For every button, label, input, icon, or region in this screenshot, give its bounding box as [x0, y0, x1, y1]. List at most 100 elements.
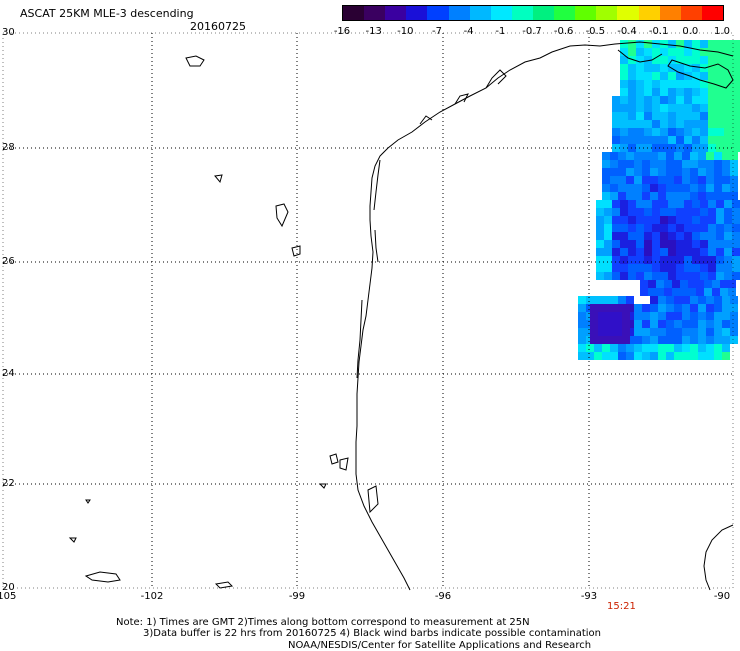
swath-cell [636, 56, 644, 64]
swath-cell [714, 304, 722, 312]
swath-cell [644, 56, 652, 64]
swath-cell [666, 184, 674, 192]
swath-cell [634, 192, 642, 200]
swath-cell [626, 344, 634, 352]
swath-cell [634, 152, 642, 160]
swath-cell [732, 232, 740, 240]
swath-cell [732, 112, 740, 120]
swath-cell [708, 216, 716, 224]
swath-cell [708, 72, 716, 80]
swath-cell [708, 240, 716, 248]
swath-cell [668, 104, 676, 112]
swath-cell [666, 312, 674, 320]
swath-cell [708, 64, 716, 72]
swath-cell [698, 304, 706, 312]
colorbar-tick-label: -10 [397, 26, 414, 37]
swath-cell [610, 152, 618, 160]
swath-cell [628, 208, 636, 216]
swath-cell [644, 128, 652, 136]
swath-cell [730, 160, 738, 168]
colorbar-segment [680, 6, 702, 20]
swath-cell [644, 240, 652, 248]
swath-cell [706, 304, 714, 312]
swath-cell [708, 272, 716, 280]
swath-cell [634, 328, 642, 336]
swath-cell [612, 128, 620, 136]
swath-cell [650, 328, 658, 336]
swath-cell [604, 208, 612, 216]
swath-cell [634, 184, 642, 192]
swath-cell [636, 216, 644, 224]
colorbar-tick-label: -0.4 [617, 26, 637, 37]
swath-cell [730, 192, 738, 200]
swath-cell [668, 136, 676, 144]
swath-cell [628, 248, 636, 256]
swath-cell [628, 200, 636, 208]
swath-cell [698, 160, 706, 168]
note-line-3: NOAA/NESDIS/Center for Satellite Applica… [288, 640, 592, 651]
swath-cell [644, 48, 652, 56]
swath-cell [674, 304, 682, 312]
swath-cell [636, 72, 644, 80]
swath-cell [628, 56, 636, 64]
swath-cell [644, 80, 652, 88]
swath-cell [676, 64, 684, 72]
swath-cell [682, 296, 690, 304]
colorbar-tick-label: -0.1 [648, 26, 669, 37]
swath-cell [666, 320, 674, 328]
swath-cell [668, 40, 676, 48]
colorbar-tick-label: -4 [463, 26, 474, 37]
swath-cell [708, 120, 716, 128]
swath-cell [636, 96, 644, 104]
swath-cell [664, 288, 672, 296]
swath-cell [602, 168, 610, 176]
swath-cell [652, 48, 660, 56]
swath-cell [652, 104, 660, 112]
swath-cell [724, 128, 732, 136]
swath-cell [698, 168, 706, 176]
swath-cell [612, 272, 620, 280]
swath-cell [644, 40, 652, 48]
swath-cell [636, 48, 644, 56]
swath-cell [682, 304, 690, 312]
swath-cell [716, 120, 724, 128]
latitude-label: 22 [2, 478, 15, 489]
swath-cell [594, 296, 602, 304]
swath-cell [732, 248, 740, 256]
swath-cell [684, 56, 692, 64]
swath-cell [724, 208, 732, 216]
swath-cell [604, 224, 612, 232]
swath-cell [634, 304, 642, 312]
swath-cell [720, 280, 728, 288]
swath-cell [674, 352, 682, 360]
swath-cell [620, 112, 628, 120]
swath-cell [676, 80, 684, 88]
swath-cell [636, 240, 644, 248]
swath-cell [620, 40, 628, 48]
swath-cell [722, 344, 730, 352]
swath-cell [698, 152, 706, 160]
swath-cell [714, 168, 722, 176]
swath-cell [636, 104, 644, 112]
swath-cell [716, 104, 724, 112]
swath-cell [674, 184, 682, 192]
colorbar-segment [427, 6, 449, 20]
swath-cell [700, 208, 708, 216]
swath-cell [644, 72, 652, 80]
swath-cell [674, 176, 682, 184]
colorbar-segment [385, 6, 407, 20]
swath-cell [732, 224, 740, 232]
swath-cell [660, 72, 668, 80]
swath-cell [724, 64, 732, 72]
swath-cell [690, 320, 698, 328]
swath-cell [728, 280, 736, 288]
swath-cell [724, 200, 732, 208]
swath-cell [620, 64, 628, 72]
swath-cell [674, 160, 682, 168]
colorbar-segment [575, 6, 597, 20]
swath-cell [610, 344, 618, 352]
swath-cell [628, 112, 636, 120]
coastline [68, 41, 734, 591]
swath-cell [644, 248, 652, 256]
swath-cell [628, 216, 636, 224]
